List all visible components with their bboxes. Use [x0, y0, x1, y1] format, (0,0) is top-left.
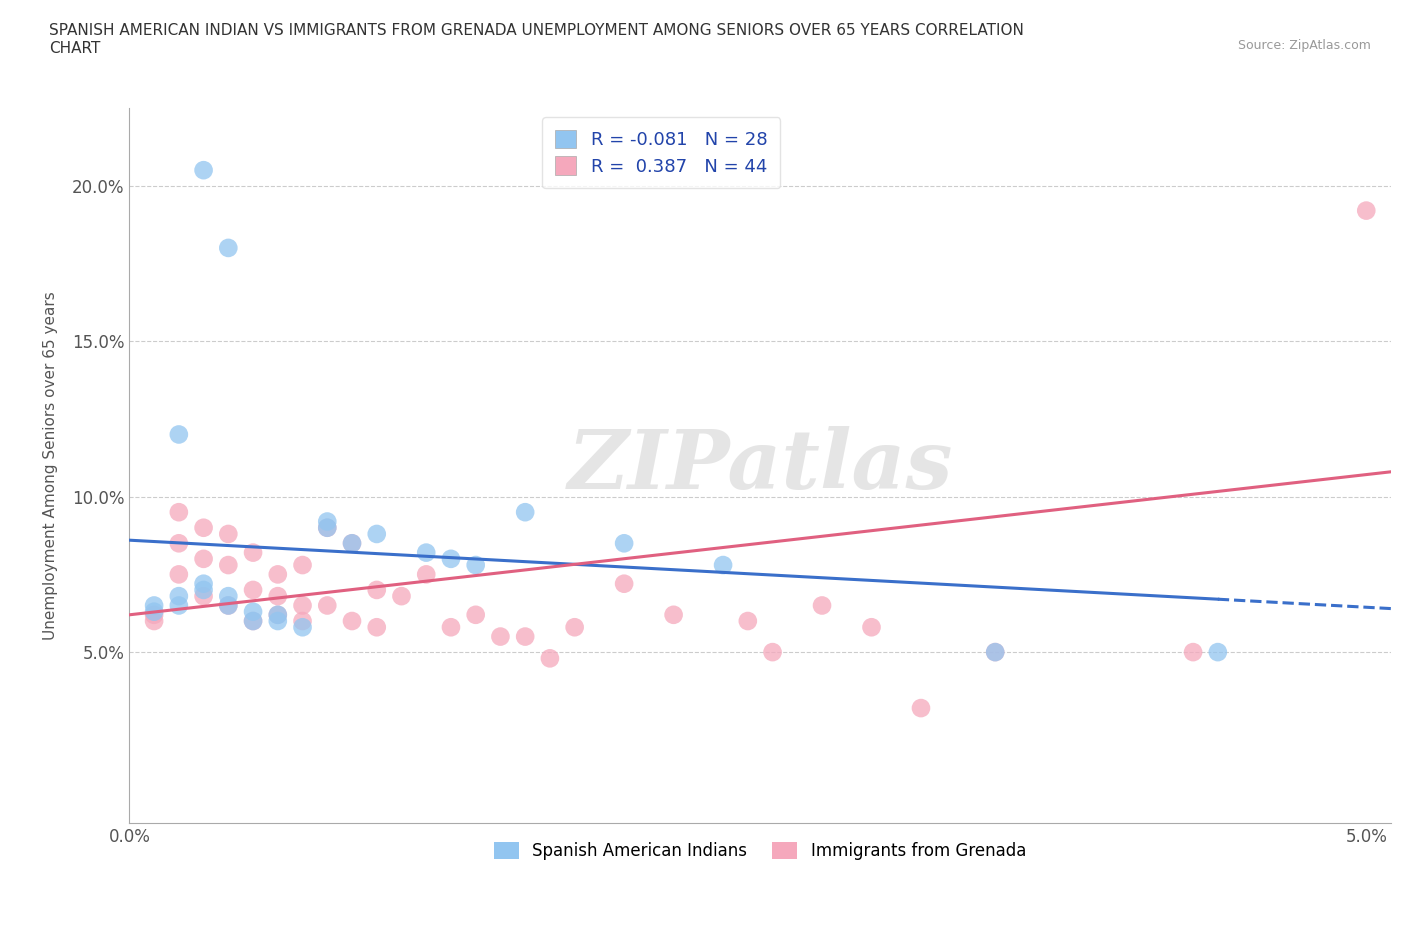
- Point: [217, 589, 239, 604]
- Point: [291, 619, 314, 634]
- Point: [291, 558, 314, 573]
- Point: [515, 505, 537, 520]
- Point: [415, 545, 437, 560]
- Point: [316, 520, 339, 535]
- Point: [761, 644, 783, 659]
- Point: [366, 526, 388, 541]
- Point: [217, 241, 239, 256]
- Point: [193, 582, 215, 597]
- Point: [167, 567, 190, 582]
- Point: [193, 163, 215, 178]
- Point: [464, 558, 486, 573]
- Point: [217, 598, 239, 613]
- Point: [242, 582, 264, 597]
- Point: [415, 567, 437, 582]
- Y-axis label: Unemployment Among Seniors over 65 years: Unemployment Among Seniors over 65 years: [44, 291, 58, 640]
- Point: [193, 577, 215, 591]
- Point: [564, 619, 586, 634]
- Point: [242, 604, 264, 619]
- Point: [242, 545, 264, 560]
- Point: [811, 598, 834, 613]
- Point: [1355, 203, 1378, 218]
- Point: [340, 536, 363, 551]
- Point: [340, 536, 363, 551]
- Point: [242, 614, 264, 629]
- Point: [291, 614, 314, 629]
- Point: [316, 598, 339, 613]
- Text: ZIPatlas: ZIPatlas: [568, 426, 953, 506]
- Point: [316, 514, 339, 529]
- Point: [267, 567, 290, 582]
- Point: [613, 536, 636, 551]
- Point: [662, 607, 685, 622]
- Point: [340, 614, 363, 629]
- Point: [711, 558, 734, 573]
- Point: [984, 644, 1007, 659]
- Point: [242, 614, 264, 629]
- Point: [267, 607, 290, 622]
- Point: [193, 589, 215, 604]
- Point: [143, 614, 166, 629]
- Text: Source: ZipAtlas.com: Source: ZipAtlas.com: [1237, 39, 1371, 52]
- Point: [489, 629, 512, 644]
- Point: [366, 582, 388, 597]
- Point: [316, 520, 339, 535]
- Point: [366, 619, 388, 634]
- Point: [167, 589, 190, 604]
- Point: [737, 614, 759, 629]
- Point: [143, 607, 166, 622]
- Point: [984, 644, 1007, 659]
- Legend: Spanish American Indians, Immigrants from Grenada: Spanish American Indians, Immigrants fro…: [486, 833, 1035, 869]
- Point: [538, 651, 561, 666]
- Point: [267, 589, 290, 604]
- Text: SPANISH AMERICAN INDIAN VS IMMIGRANTS FROM GRENADA UNEMPLOYMENT AMONG SENIORS OV: SPANISH AMERICAN INDIAN VS IMMIGRANTS FR…: [49, 23, 1024, 56]
- Point: [267, 614, 290, 629]
- Point: [515, 629, 537, 644]
- Point: [440, 619, 463, 634]
- Point: [613, 577, 636, 591]
- Point: [291, 598, 314, 613]
- Point: [143, 604, 166, 619]
- Point: [267, 607, 290, 622]
- Point: [440, 551, 463, 566]
- Point: [167, 536, 190, 551]
- Point: [910, 700, 932, 715]
- Point: [167, 505, 190, 520]
- Point: [193, 520, 215, 535]
- Point: [860, 619, 883, 634]
- Point: [143, 598, 166, 613]
- Point: [193, 551, 215, 566]
- Point: [1182, 644, 1205, 659]
- Point: [167, 427, 190, 442]
- Point: [167, 598, 190, 613]
- Point: [391, 589, 413, 604]
- Point: [464, 607, 486, 622]
- Point: [1206, 644, 1229, 659]
- Point: [217, 558, 239, 573]
- Point: [217, 598, 239, 613]
- Point: [217, 526, 239, 541]
